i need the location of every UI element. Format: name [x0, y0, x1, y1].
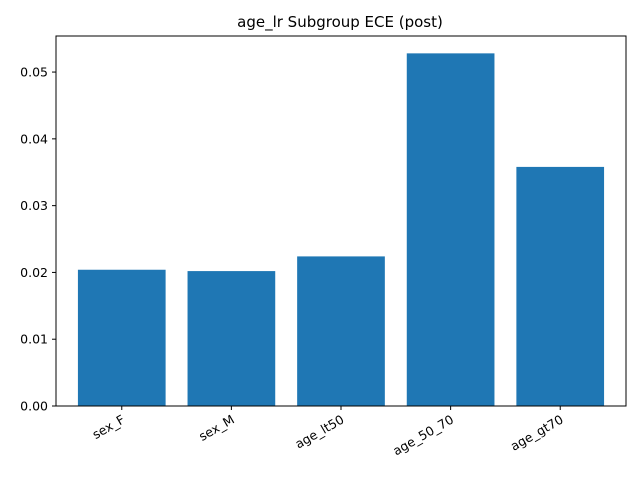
bars-group	[77, 53, 605, 407]
y-tick-label: 0.03	[20, 198, 48, 213]
bar-sex_M	[187, 271, 276, 406]
y-tick-label: 0.05	[20, 65, 48, 80]
y-tick-label: 0.02	[20, 265, 48, 280]
bar-age_gt70	[516, 166, 605, 406]
bar-age_50_70	[406, 53, 495, 407]
y-tick-label: 0.04	[20, 131, 48, 146]
bar-age_lt50	[297, 256, 385, 406]
plot-frame	[55, 35, 627, 407]
y-axis: 0.00 0.01 0.02 0.03 0.04 0.05	[20, 65, 56, 414]
bar-sex_F	[77, 269, 166, 406]
chart-title: age_lr Subgroup ECE (post)	[237, 13, 443, 32]
y-tick-label: 0.01	[20, 332, 48, 347]
y-tick-label: 0.00	[20, 399, 48, 414]
